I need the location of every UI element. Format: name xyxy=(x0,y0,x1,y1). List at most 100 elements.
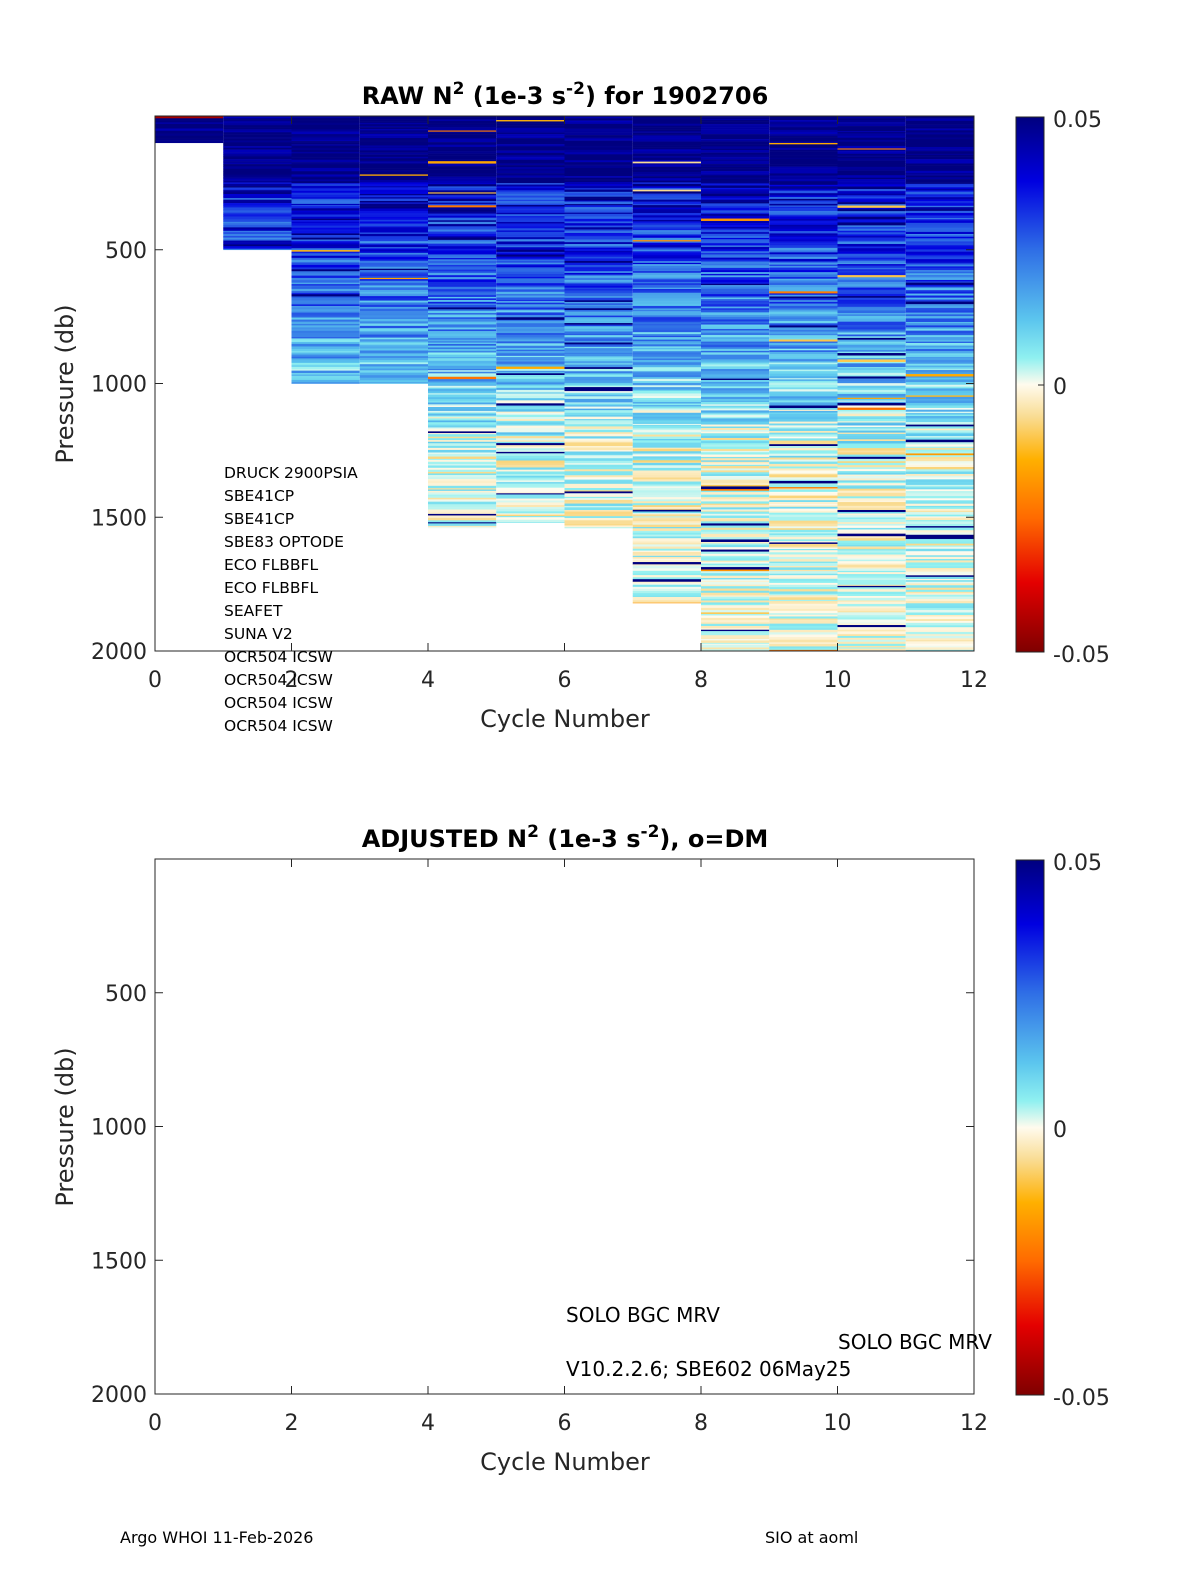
heat-cell xyxy=(359,189,428,193)
heat-cell xyxy=(428,464,497,466)
heat-cell xyxy=(905,278,974,281)
heat-cell xyxy=(701,140,770,142)
heat-cell xyxy=(769,389,838,392)
heat-cell xyxy=(837,336,906,339)
heat-cell xyxy=(496,498,565,501)
heat-cell xyxy=(905,384,974,387)
heat-cell xyxy=(223,246,292,250)
heat-cell xyxy=(701,404,770,406)
heat-cell xyxy=(632,125,701,128)
heat-cell xyxy=(496,403,565,406)
heat-cell xyxy=(837,432,906,435)
heat-cell xyxy=(837,372,906,376)
heat-cell xyxy=(905,512,974,515)
x-tick-label: 4 xyxy=(421,1411,435,1436)
heat-cell xyxy=(701,369,770,372)
heat-cell xyxy=(496,485,565,488)
heat-cell xyxy=(496,310,565,313)
heat-cell xyxy=(837,578,906,580)
heat-cell xyxy=(223,186,292,188)
heat-cell xyxy=(632,189,701,192)
heat-cell xyxy=(564,379,633,381)
heat-cell xyxy=(769,216,838,220)
heat-cell xyxy=(905,545,974,548)
heat-cell xyxy=(701,139,770,141)
heat-cell xyxy=(769,518,838,521)
heat-cell xyxy=(496,464,565,468)
heat-cell xyxy=(769,431,838,434)
heat-cell xyxy=(496,144,565,147)
heat-cell xyxy=(291,296,360,299)
heat-cell xyxy=(701,286,770,288)
heat-cell xyxy=(564,248,633,252)
heat-cell xyxy=(564,301,633,304)
heat-cell xyxy=(701,371,770,373)
heat-cell xyxy=(359,291,428,294)
heat-cell xyxy=(359,165,428,168)
heat-cell xyxy=(428,333,497,337)
heat-cell xyxy=(428,420,497,423)
heat-cell xyxy=(496,120,565,122)
heat-cell xyxy=(496,333,565,336)
heat-cell xyxy=(428,368,497,371)
heat-cell xyxy=(359,256,428,260)
heat-cell xyxy=(769,542,838,545)
heat-cell xyxy=(291,269,360,272)
heat-cell xyxy=(359,342,428,346)
heat-cell xyxy=(701,254,770,257)
sensor-label: SBE41CP xyxy=(224,487,294,505)
heat-cell xyxy=(428,134,497,137)
heat-cell xyxy=(769,463,838,467)
heat-cell xyxy=(769,629,838,633)
heat-cell xyxy=(564,154,633,157)
heat-cell xyxy=(701,386,770,389)
heat-cell xyxy=(632,335,701,338)
heat-cell xyxy=(564,320,633,324)
heat-cell xyxy=(564,144,633,147)
heat-cell xyxy=(701,399,770,401)
heat-cell xyxy=(905,496,974,499)
heat-cell xyxy=(905,446,974,449)
heat-cell xyxy=(905,261,974,264)
heat-cell xyxy=(632,447,701,450)
heat-cell xyxy=(701,539,770,543)
heat-cell xyxy=(428,220,497,223)
heat-cell xyxy=(359,265,428,268)
heat-cell xyxy=(701,533,770,537)
heat-cell xyxy=(905,174,974,176)
heat-cell xyxy=(359,315,428,318)
heat-cell xyxy=(632,337,701,339)
heat-cell xyxy=(837,622,906,624)
heat-cell xyxy=(905,407,974,410)
heat-cell xyxy=(632,511,701,514)
heat-cell xyxy=(905,219,974,221)
heat-cell xyxy=(632,132,701,135)
heat-cell xyxy=(359,372,428,376)
heat-cell xyxy=(428,304,497,308)
heat-cell xyxy=(905,458,974,462)
heat-cell xyxy=(632,602,701,604)
heat-cell xyxy=(564,444,633,447)
heat-cell xyxy=(837,296,906,299)
heat-cell xyxy=(837,170,906,174)
heat-cell xyxy=(837,570,906,573)
heat-cell xyxy=(905,520,974,522)
heat-cell xyxy=(632,315,701,318)
heat-cell xyxy=(564,162,633,164)
heat-cell xyxy=(769,296,838,299)
heat-cell xyxy=(905,253,974,256)
heat-cell xyxy=(905,353,974,356)
firmware-note: V10.2.2.6; SBE602 06May25 xyxy=(566,1357,851,1381)
heat-cell xyxy=(632,182,701,185)
heat-cell xyxy=(837,148,906,150)
heat-cell xyxy=(428,492,497,495)
heat-cell xyxy=(701,159,770,162)
heat-cell xyxy=(359,260,428,264)
heat-cell xyxy=(428,380,497,383)
heat-cell xyxy=(564,396,633,400)
heat-cell xyxy=(905,580,974,583)
heat-cell xyxy=(905,415,974,419)
heat-cell xyxy=(837,153,906,156)
heat-cell xyxy=(632,116,701,119)
